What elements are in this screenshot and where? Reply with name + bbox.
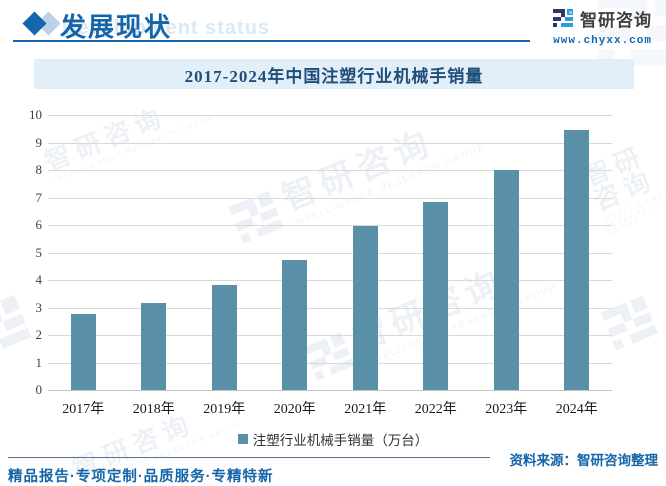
y-tick-label: 6 [35, 217, 43, 232]
legend-label: 注塑行业机械手销量（万台） [252, 433, 429, 448]
footer-divider [8, 457, 490, 458]
x-tick-label: 2019年 [203, 402, 246, 417]
x-tick-label: 2022年 [414, 402, 457, 417]
page-header: Development status 发展现状 智研咨询 www. [0, 0, 666, 56]
x-tick-label: 2018年 [132, 402, 175, 417]
legend-marker [237, 434, 248, 444]
gridline [48, 335, 612, 336]
bar-2024年 [564, 130, 590, 390]
brand-logo-icon [553, 8, 573, 27]
gridline [48, 280, 612, 281]
gridline [48, 142, 612, 144]
gridline [48, 362, 612, 364]
footer-slogan: 精品报告·专项定制·品质服务·专精特新 [8, 469, 274, 485]
y-tick-label: 10 [29, 107, 42, 122]
brand-name: 智研咨询 [580, 11, 652, 30]
brand-block: 智研咨询 www.chyxx.com [552, 6, 652, 47]
y-tick-label: 0 [35, 382, 43, 397]
y-tick-label: 2 [35, 327, 43, 342]
bar-2019年 [211, 284, 237, 390]
y-tick-label: 3 [35, 299, 43, 315]
x-tick-label: 2023年 [485, 402, 528, 417]
y-tick-label: 1 [35, 354, 43, 370]
bar-2020年 [282, 260, 308, 390]
header-divider [13, 40, 530, 42]
bar-2022年 [423, 202, 449, 390]
y-tick-label: 7 [35, 189, 43, 205]
brand-website-link[interactable]: www.chyxx.com [553, 35, 652, 47]
gridline [48, 170, 612, 171]
bar-2021年 [352, 226, 378, 390]
y-tick-label: 5 [35, 244, 43, 260]
gridline [48, 115, 612, 116]
x-axis-line [48, 390, 612, 391]
chart-title: 2017-2024年中国注塑行业机械手销量 [184, 66, 484, 86]
x-tick-label: 2017年 [62, 402, 105, 417]
section-subtitle-en: Development status [62, 17, 271, 39]
y-tick-label: 9 [35, 134, 43, 150]
x-tick-label: 2020年 [273, 402, 316, 417]
chart-legend: 注塑行业机械手销量（万台） [0, 429, 666, 449]
x-tick-label: 2021年 [344, 402, 387, 417]
plot-area [48, 115, 612, 391]
data-source-note: 资料来源：智研咨询整理 [509, 453, 659, 468]
bar-2018年 [141, 302, 167, 390]
gridline [48, 252, 612, 254]
bar-2017年 [70, 314, 96, 390]
section-title: 发展现状 [60, 13, 173, 42]
bar-2023年 [493, 170, 519, 390]
gridline [48, 225, 612, 226]
gridline [48, 307, 612, 309]
y-tick-label: 8 [35, 162, 43, 177]
gridline [48, 197, 612, 199]
x-tick-label: 2024年 [555, 402, 598, 417]
chart-title-banner: 2017-2024年中国注塑行业机械手销量 [34, 59, 634, 89]
y-tick-label: 4 [35, 272, 43, 287]
